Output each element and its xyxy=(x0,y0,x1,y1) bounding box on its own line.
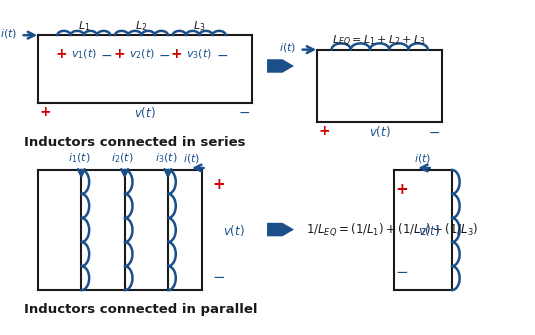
Text: $1/L_{EQ} = (1/L_1)+(1/L_2)+(1/L_3)$: $1/L_{EQ} = (1/L_1)+(1/L_2)+(1/L_3)$ xyxy=(305,221,478,238)
Text: $-$: $-$ xyxy=(158,48,170,61)
Text: $v(t)$: $v(t)$ xyxy=(418,222,440,238)
Text: $-$: $-$ xyxy=(395,263,408,278)
Text: +: + xyxy=(171,48,182,61)
Text: $-$: $-$ xyxy=(429,124,441,138)
Text: $L_2$: $L_2$ xyxy=(135,20,148,34)
Text: $v(t)$: $v(t)$ xyxy=(369,124,391,139)
Text: $L_3$: $L_3$ xyxy=(193,20,205,34)
Text: Inductors connected in series: Inductors connected in series xyxy=(24,136,245,149)
Text: $i(t)$: $i(t)$ xyxy=(0,27,17,40)
Text: $-$: $-$ xyxy=(238,105,250,119)
Text: $L_{EQ}=L_1+L_2+L_3$: $L_{EQ}=L_1+L_2+L_3$ xyxy=(332,35,425,50)
Text: $v_3(t)$: $v_3(t)$ xyxy=(186,48,212,61)
Text: $i(t)$: $i(t)$ xyxy=(184,152,201,165)
Text: $i(t)$: $i(t)$ xyxy=(414,152,432,165)
Text: $v(t)$: $v(t)$ xyxy=(223,222,244,238)
Text: $-$: $-$ xyxy=(216,48,228,61)
FancyArrow shape xyxy=(267,223,294,236)
Text: $-$: $-$ xyxy=(212,268,226,283)
Text: $v(t)$: $v(t)$ xyxy=(134,105,156,120)
Text: $v_2(t)$: $v_2(t)$ xyxy=(128,48,155,61)
Text: Inductors connected in parallel: Inductors connected in parallel xyxy=(24,303,257,316)
FancyArrow shape xyxy=(267,59,294,73)
Text: $L_1$: $L_1$ xyxy=(78,20,90,34)
Text: +: + xyxy=(55,48,67,61)
Text: +: + xyxy=(113,48,125,61)
Text: $v_1(t)$: $v_1(t)$ xyxy=(71,48,97,61)
Text: +: + xyxy=(40,105,51,119)
Text: $i_2(t)$: $i_2(t)$ xyxy=(111,151,134,165)
Text: +: + xyxy=(212,177,225,192)
Text: +: + xyxy=(395,182,408,197)
Text: $i_3(t)$: $i_3(t)$ xyxy=(155,151,177,165)
Text: $i(t)$: $i(t)$ xyxy=(279,41,296,54)
Text: $i_1(t)$: $i_1(t)$ xyxy=(68,151,91,165)
Text: +: + xyxy=(319,124,331,138)
Text: $-$: $-$ xyxy=(100,48,112,61)
